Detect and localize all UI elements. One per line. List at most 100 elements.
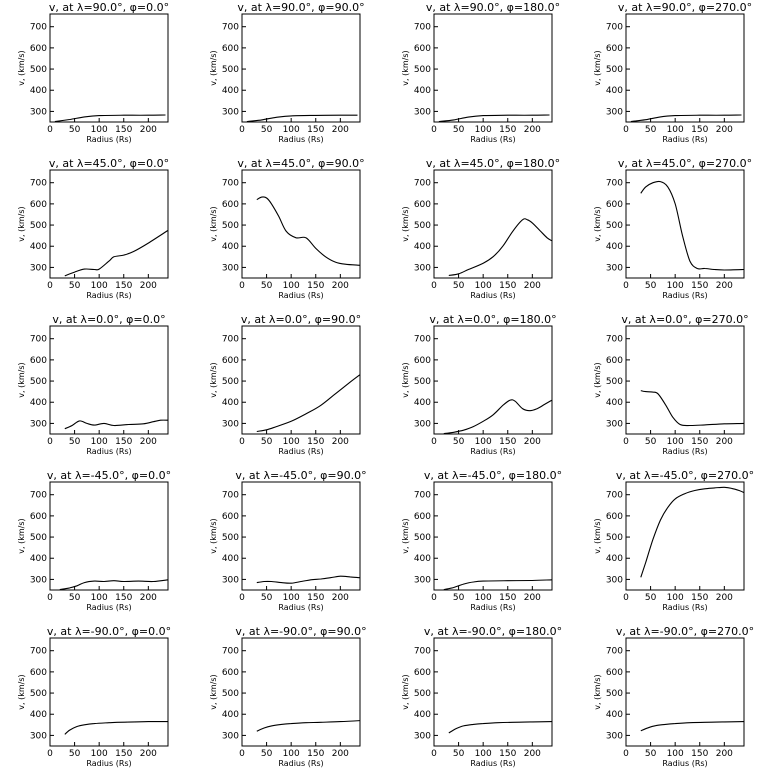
y-tick-label: 300: [30, 731, 47, 741]
panel-title: v, at λ=90.0°, φ=270.0°: [618, 1, 752, 14]
x-tick-label: 50: [453, 125, 465, 135]
x-tick-label: 150: [115, 281, 132, 291]
panel-title: v, at λ=-90.0°, φ=270.0°: [616, 625, 754, 638]
panel-14: v, at λ=-45.0°, φ=90.0° 0 50 100 150 200 300 40…: [209, 469, 367, 612]
y-tick-label: 600: [30, 356, 47, 366]
velocity-curve: [630, 114, 742, 123]
x-axis-label: Radius (Rs): [470, 759, 515, 768]
x-tick-label: 100: [91, 281, 108, 291]
x-tick-label: 150: [499, 593, 516, 603]
panel-2: v, at λ=90.0°, φ=90.0° 0 50 100 150 200 300 400…: [209, 1, 365, 144]
y-tick-label: 500: [30, 533, 47, 543]
velocity-curve: [256, 196, 361, 266]
x-axis-label: Radius (Rs): [662, 759, 707, 768]
x-tick-label: 50: [261, 593, 273, 603]
x-tick-label: 0: [431, 437, 437, 447]
velocity-curve: [64, 419, 169, 430]
y-axis-label: v, (km/s): [17, 518, 26, 553]
y-tick-label: 500: [30, 65, 47, 75]
y-tick-label: 600: [414, 44, 431, 54]
panel-10: v, at λ=0.0°, φ=90.0° 0 50 100 150 200 300 400 5…: [209, 313, 361, 456]
x-tick-label: 0: [47, 281, 53, 291]
y-tick-label: 300: [30, 263, 47, 273]
panel-title: v, at λ=-45.0°, φ=270.0°: [616, 469, 754, 482]
y-tick-label: 500: [222, 377, 239, 387]
x-tick-label: 0: [47, 437, 53, 447]
panel-13: v, at λ=-45.0°, φ=0.0° 0 50 100 150 200 300 400…: [17, 469, 171, 612]
panel-6: v, at λ=45.0°, φ=90.0° 0 50 100 150 200 300 400…: [209, 157, 365, 300]
y-tick-label: 300: [30, 107, 47, 117]
panel-title: v, at λ=90.0°, φ=0.0°: [49, 1, 169, 14]
x-tick-label: 200: [524, 749, 541, 759]
y-tick-label: 700: [414, 23, 431, 33]
plot-frame: [241, 13, 361, 123]
plot-frame: [433, 325, 553, 435]
x-axis-label: Radius (Rs): [470, 603, 515, 612]
y-tick-label: 500: [606, 689, 623, 699]
plot-frame: [241, 637, 361, 747]
y-tick-label: 700: [414, 335, 431, 345]
y-tick-label: 700: [30, 23, 47, 33]
x-tick-label: 200: [332, 593, 349, 603]
plot-frame: [49, 169, 169, 279]
y-tick-label: 700: [222, 23, 239, 33]
y-axis-label: v, (km/s): [401, 362, 410, 397]
x-tick-label: 0: [623, 281, 629, 291]
y-tick-label: 400: [222, 242, 239, 252]
y-tick-label: 700: [606, 647, 623, 657]
x-axis-label: Radius (Rs): [662, 447, 707, 456]
velocity-curve: [438, 114, 550, 123]
x-tick-label: 0: [47, 593, 53, 603]
y-tick-label: 400: [606, 86, 623, 96]
y-tick-label: 700: [414, 647, 431, 657]
panel-title: v, at λ=-45.0°, φ=90.0°: [235, 469, 366, 482]
y-tick-label: 300: [414, 107, 431, 117]
y-tick-label: 700: [606, 179, 623, 189]
panel-4: v, at λ=90.0°, φ=270.0° 0 50 100 150 200 300 40…: [593, 1, 752, 144]
y-tick-label: 700: [414, 179, 431, 189]
y-tick-label: 700: [30, 179, 47, 189]
plot-frame: [625, 13, 745, 123]
y-tick-label: 600: [414, 356, 431, 366]
x-tick-label: 150: [115, 125, 132, 135]
y-tick-label: 500: [414, 65, 431, 75]
x-tick-label: 150: [307, 437, 324, 447]
x-tick-label: 50: [69, 125, 81, 135]
y-tick-label: 600: [414, 512, 431, 522]
plot-frame: [625, 325, 745, 435]
x-tick-label: 100: [283, 437, 300, 447]
plot-frame: [433, 481, 553, 591]
y-axis-label: v, (km/s): [401, 50, 410, 85]
y-tick-label: 700: [222, 179, 239, 189]
x-tick-label: 200: [140, 281, 157, 291]
x-tick-label: 150: [691, 125, 708, 135]
y-tick-label: 300: [414, 419, 431, 429]
x-tick-label: 100: [283, 593, 300, 603]
y-axis-label: v, (km/s): [593, 362, 602, 397]
y-tick-label: 700: [30, 335, 47, 345]
velocity-curve: [640, 180, 745, 271]
y-tick-label: 600: [606, 356, 623, 366]
x-tick-label: 200: [716, 593, 733, 603]
velocity-curve: [640, 390, 745, 427]
y-tick-label: 400: [30, 554, 47, 564]
x-tick-label: 100: [667, 125, 684, 135]
y-tick-label: 700: [414, 491, 431, 501]
y-tick-label: 500: [414, 221, 431, 231]
x-axis-label: Radius (Rs): [278, 447, 323, 456]
panel-19: v, at λ=-90.0°, φ=180.0° 0 50 100 150 200 300 4…: [401, 625, 562, 768]
y-axis-label: v, (km/s): [593, 518, 602, 553]
y-tick-label: 500: [606, 221, 623, 231]
x-tick-label: 0: [239, 281, 245, 291]
y-tick-label: 500: [414, 689, 431, 699]
x-tick-label: 100: [475, 749, 492, 759]
x-tick-label: 150: [691, 749, 708, 759]
y-axis-label: v, (km/s): [209, 50, 218, 85]
y-tick-label: 500: [222, 689, 239, 699]
x-tick-label: 0: [431, 125, 437, 135]
panel-title: v, at λ=90.0°, φ=90.0°: [237, 1, 364, 14]
x-tick-label: 150: [307, 281, 324, 291]
y-tick-label: 400: [606, 710, 623, 720]
y-tick-label: 300: [606, 575, 623, 585]
